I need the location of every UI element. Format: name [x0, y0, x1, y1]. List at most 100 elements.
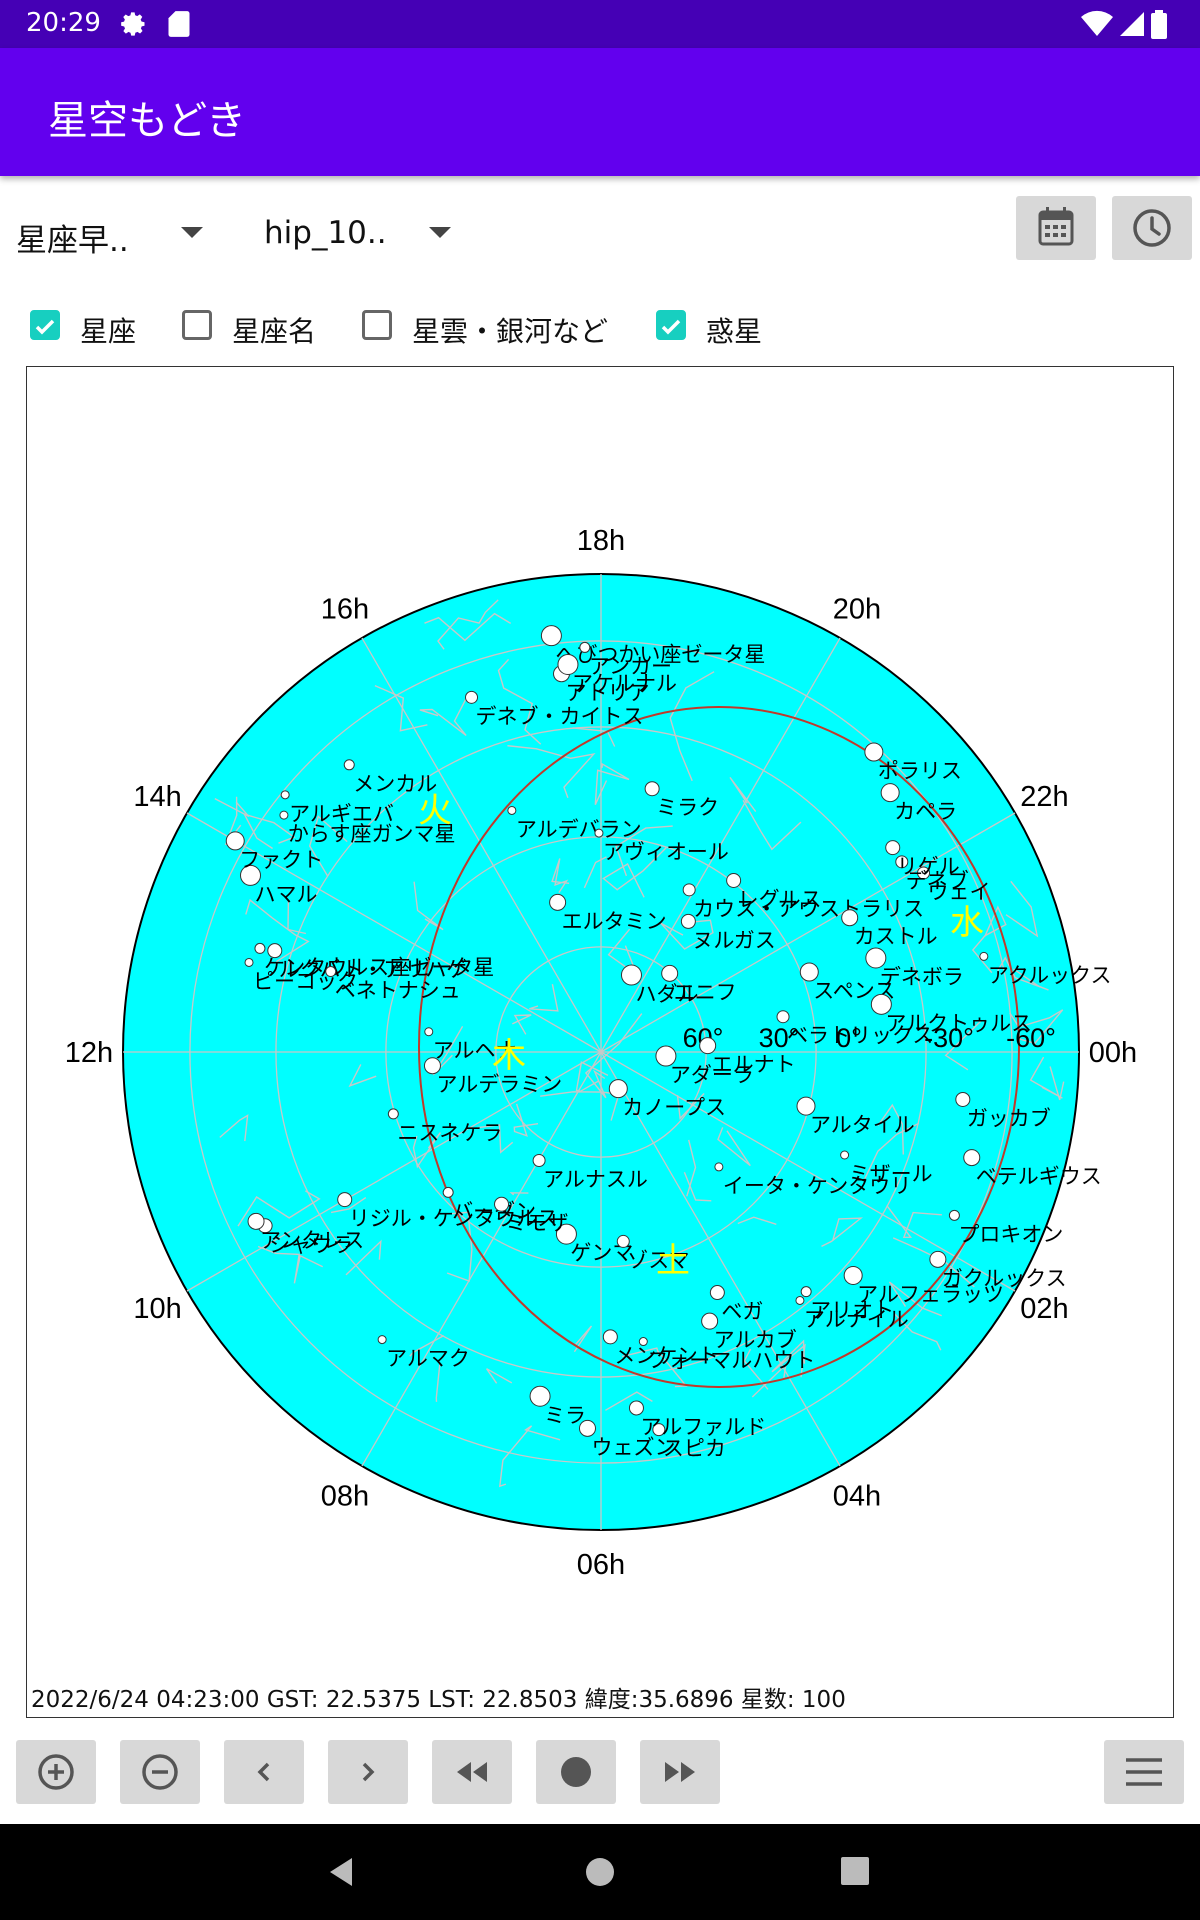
rewind-button[interactable]	[432, 1740, 512, 1804]
star-dot	[532, 1154, 546, 1168]
back-icon[interactable]	[324, 1854, 360, 1890]
star-dot	[948, 1209, 960, 1221]
star-dot	[895, 855, 909, 869]
star-name: ポラリス	[878, 759, 962, 783]
star-name: ミザール	[849, 1162, 933, 1186]
star-name: ゾスマ	[627, 1248, 689, 1272]
menu-button[interactable]	[1104, 1740, 1184, 1804]
next-button[interactable]	[328, 1740, 408, 1804]
star-map[interactable]: 18h 20h 22h 00h 02h 04h 06h 08h 10h 12h 14h 16h 60° 3…	[26, 366, 1174, 1718]
constellation-line	[507, 745, 596, 799]
star-name: へびつかい座ゼータ星	[555, 643, 765, 667]
check-icon	[30, 310, 60, 340]
star-dot	[841, 909, 859, 927]
date-button[interactable]	[1016, 196, 1096, 260]
constellation-line	[729, 776, 757, 813]
star-dot	[795, 1295, 805, 1305]
star-dot	[929, 1250, 947, 1268]
constellation-line	[573, 1325, 593, 1353]
star-name: カウス・アウストラリス	[693, 897, 924, 921]
planet-marker: 火	[418, 791, 452, 831]
star-dot	[628, 1400, 644, 1416]
constellation-line	[551, 858, 570, 893]
star-name: ファクト	[239, 848, 323, 872]
star-name: レグルス	[738, 887, 822, 911]
constellation-line	[886, 1205, 942, 1239]
star-name: ベガ	[721, 1300, 763, 1324]
star-name: ミラ	[544, 1403, 586, 1427]
star-dot	[701, 1312, 719, 1330]
constellation-line	[409, 1334, 445, 1357]
menu-icon	[1126, 1758, 1162, 1786]
star-dot	[726, 872, 742, 888]
star-name: からす座ガンマ星	[288, 822, 456, 846]
constellation-line	[257, 1245, 324, 1284]
constellation-line	[894, 1313, 942, 1351]
star-dot	[279, 810, 289, 820]
home-icon[interactable]	[584, 1856, 616, 1888]
planet-checkbox[interactable]: 惑星	[656, 306, 776, 350]
check-icon	[656, 310, 686, 340]
constellation-line	[669, 671, 715, 782]
constellation-line	[742, 799, 802, 851]
star-dot	[240, 864, 262, 886]
constellation-line	[413, 881, 444, 931]
constellation-line	[717, 1127, 751, 1167]
constellation-line	[821, 1217, 864, 1248]
star-name: イータ・ケンタウリ	[723, 1174, 911, 1198]
navigation-bar	[0, 1824, 1200, 1920]
catalog-spinner-value: hip_10..	[264, 215, 387, 251]
star-dot	[578, 1419, 596, 1437]
constellation-line	[607, 928, 639, 977]
star-name: ウェズン	[591, 1435, 675, 1459]
star-dot	[979, 951, 989, 961]
dropdown-arrow-icon	[429, 227, 451, 238]
fast-forward-button[interactable]	[640, 1740, 720, 1804]
nebula-checkbox[interactable]: 星雲・銀河など	[362, 306, 622, 350]
zoom-out-button[interactable]	[120, 1740, 200, 1804]
star-dot	[699, 1037, 717, 1055]
star-name: ベテルギウス	[976, 1165, 1102, 1189]
constellation-line	[511, 1014, 532, 1035]
dropdown-arrow-icon	[181, 227, 203, 238]
star-name: リゲル	[897, 855, 960, 879]
constellation-line	[477, 1124, 514, 1154]
time-button[interactable]	[1112, 196, 1192, 260]
declination-label: 30°	[759, 1023, 800, 1053]
star-dot	[280, 790, 290, 800]
constellation-line	[219, 1114, 249, 1142]
star-name: アルフェラッツ	[857, 1282, 1004, 1306]
star-name: アルギエバ	[289, 802, 394, 826]
star-name: ガッカブ	[967, 1106, 1051, 1130]
constellation-checkbox[interactable]: 星座	[30, 306, 150, 350]
catalog-spinner[interactable]: hip_10..	[264, 205, 464, 259]
chevron-right-icon	[362, 1762, 375, 1782]
recents-icon[interactable]	[840, 1856, 870, 1886]
star-name: アヴィオール	[603, 840, 729, 864]
star-name: デネボラ	[880, 965, 964, 989]
constellation-spinner[interactable]: 星座早..	[16, 205, 216, 259]
hour-label: 10h	[133, 1293, 181, 1325]
record-button[interactable]	[536, 1740, 616, 1804]
constellation-line	[345, 1239, 382, 1276]
constellation-line	[412, 1132, 441, 1169]
constellation-name-checkbox[interactable]: 星座名	[182, 306, 332, 350]
star-name: デネブ	[906, 869, 969, 893]
star-dot	[608, 1079, 628, 1099]
constellation-line	[498, 1425, 561, 1488]
constellation-line	[437, 599, 499, 650]
star-dot	[529, 1385, 551, 1407]
constellation-line	[615, 825, 673, 877]
constellation-line	[348, 1064, 377, 1088]
star-name: ミラク	[656, 796, 719, 820]
constellation-line	[751, 1362, 787, 1398]
calendar-icon	[1038, 207, 1074, 246]
star-name: デネブ・カイトス	[476, 704, 644, 728]
constellation-line	[330, 1197, 367, 1214]
zoom-in-button[interactable]	[16, 1740, 96, 1804]
star-dot	[843, 1265, 863, 1285]
star-name: シャウラ	[269, 1233, 353, 1257]
previous-button[interactable]	[224, 1740, 304, 1804]
star-name: ヌルガス	[692, 928, 775, 952]
